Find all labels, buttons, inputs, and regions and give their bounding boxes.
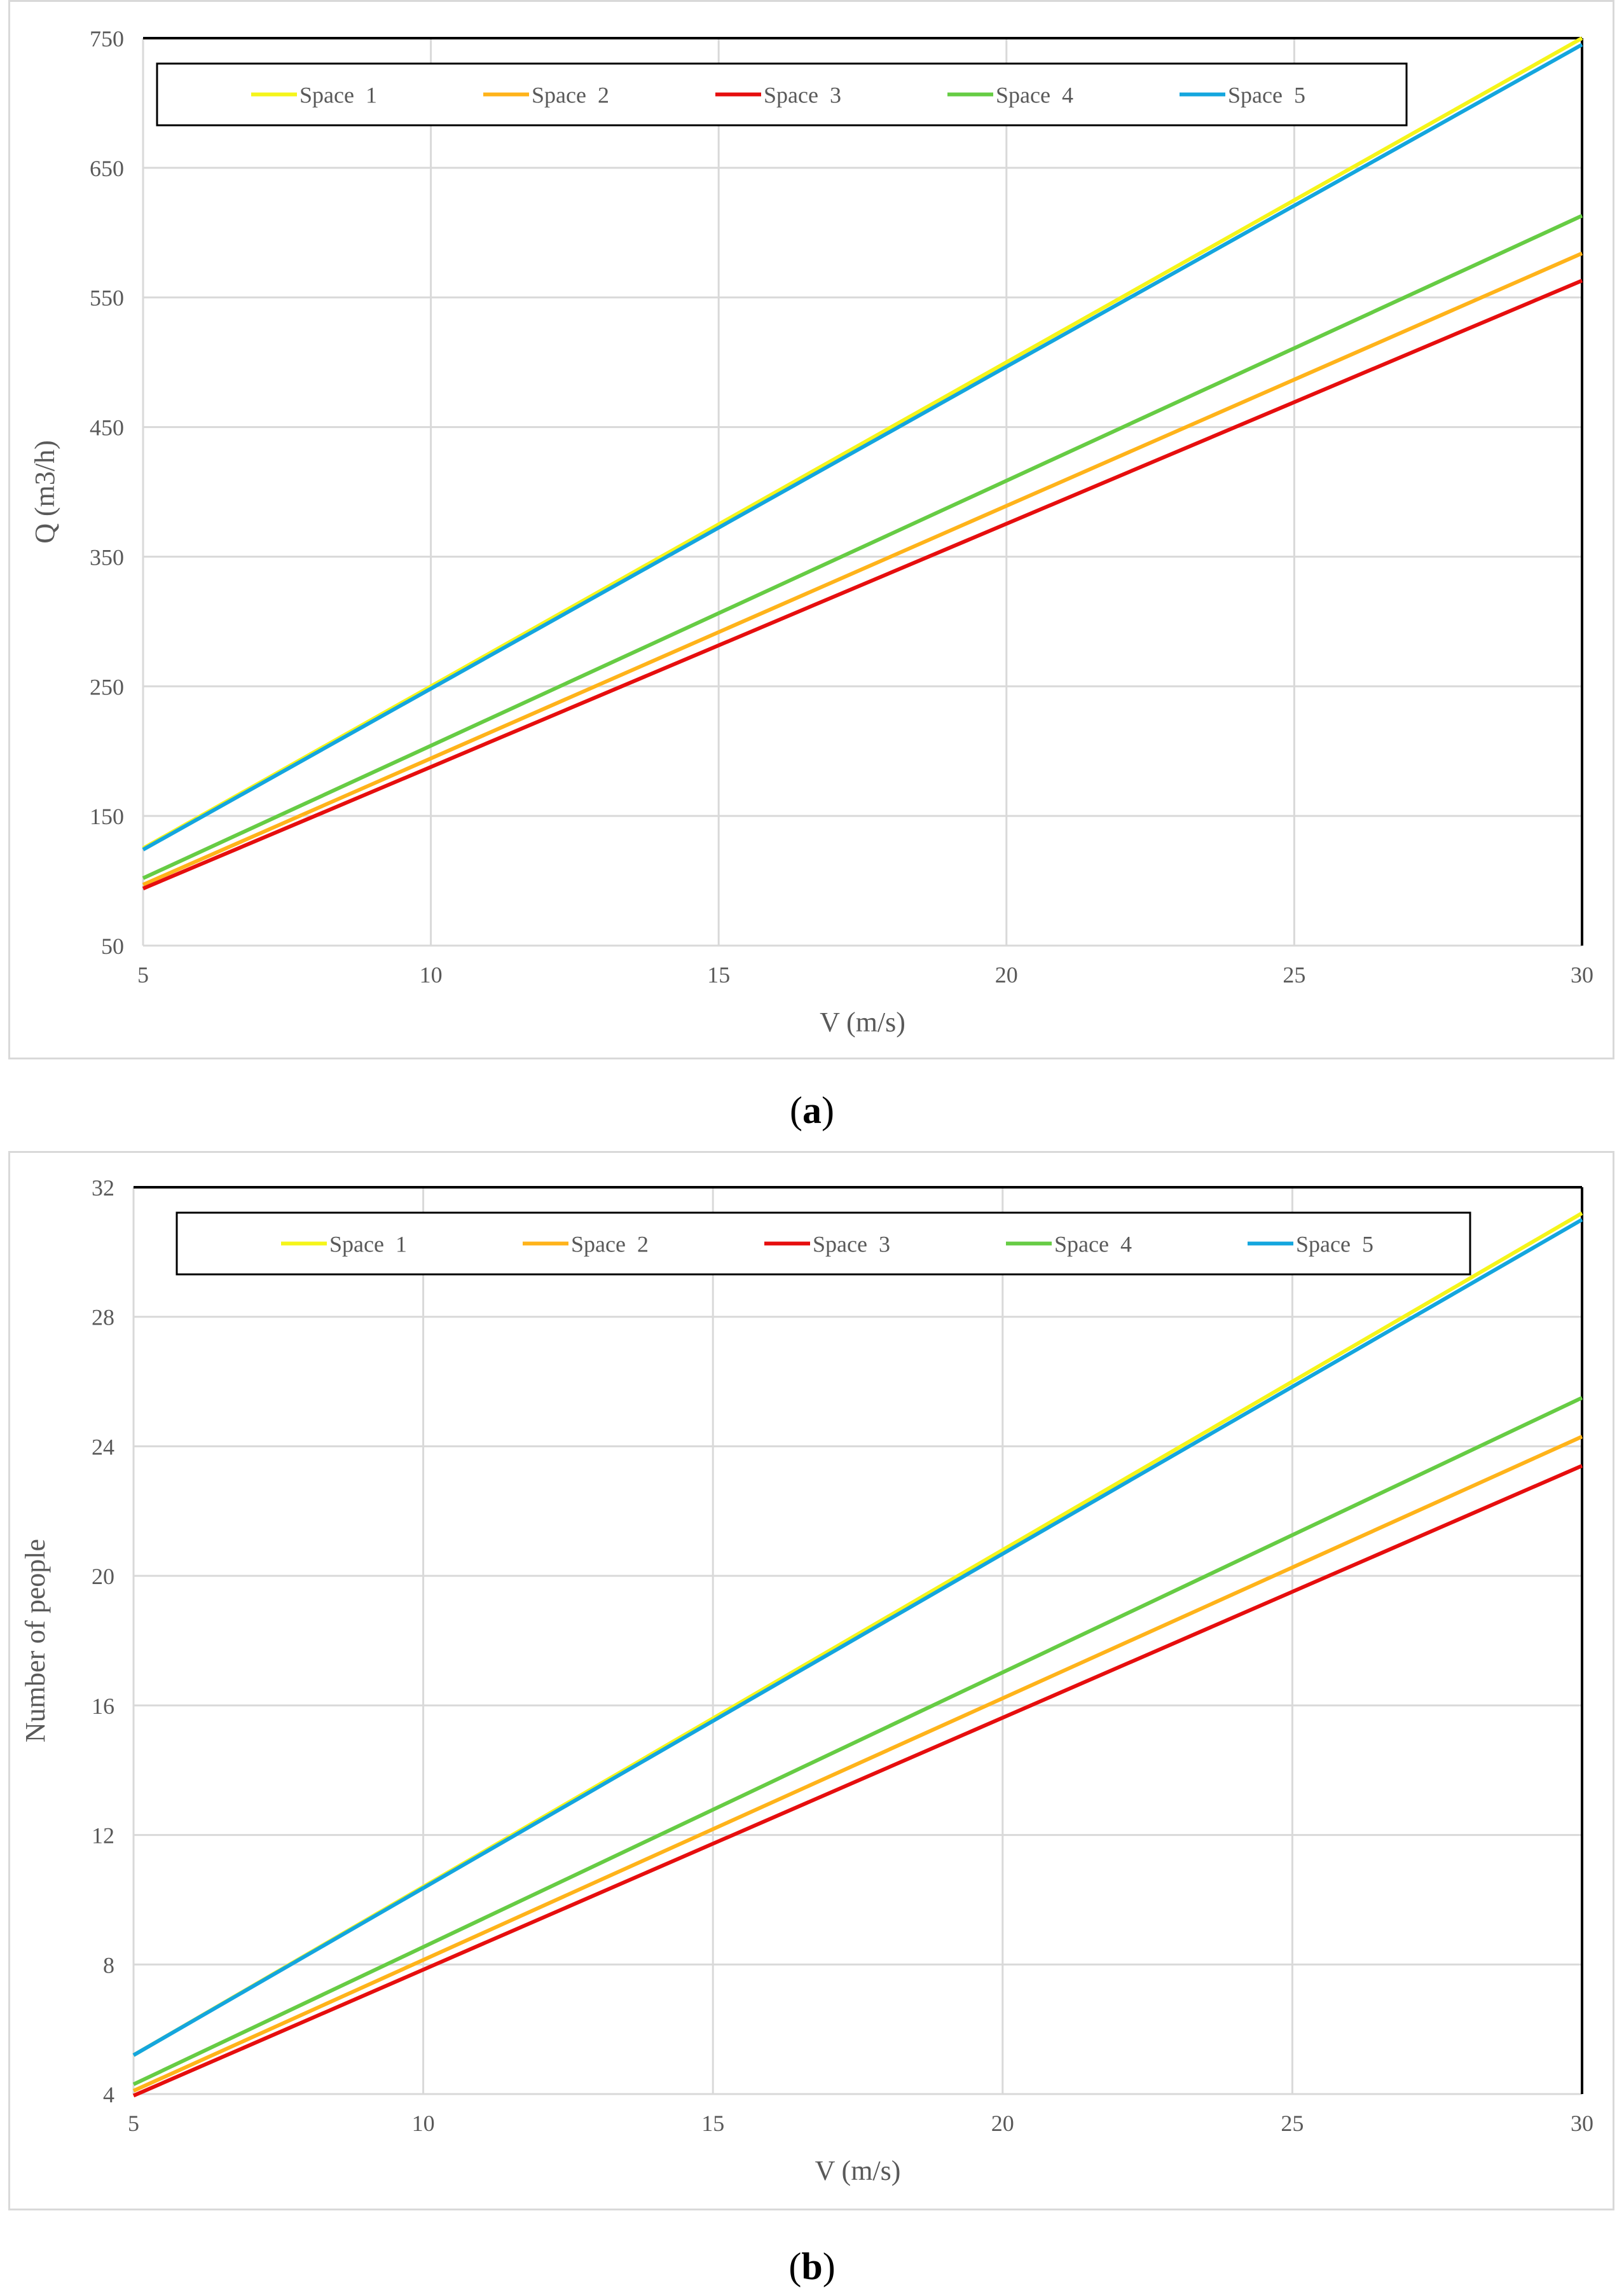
x-tick-label: 25 bbox=[1281, 2111, 1304, 2136]
y-tick-label: 16 bbox=[92, 1693, 114, 1719]
caption-a: (a) bbox=[790, 1089, 834, 1131]
series-line-space-5 bbox=[132, 1218, 1583, 2057]
x-tick-label: 20 bbox=[991, 2111, 1014, 2136]
legend-label-space-2: Space 2 bbox=[571, 1232, 649, 1257]
series-line-space-3 bbox=[142, 279, 1583, 891]
x-axis-label: V (m/s) bbox=[820, 1007, 905, 1038]
legend-label-space-4: Space 4 bbox=[1054, 1232, 1132, 1257]
x-tick-label: 5 bbox=[137, 962, 149, 988]
legend-label-space-5: Space 5 bbox=[1228, 83, 1305, 108]
x-tick-label: 5 bbox=[128, 2111, 139, 2136]
caption-a-letter: a bbox=[802, 1089, 822, 1131]
y-tick-label: 28 bbox=[92, 1305, 114, 1330]
y-tick-label: 4 bbox=[103, 2082, 114, 2107]
x-tick-label: 10 bbox=[420, 962, 443, 988]
legend-label-space-4: Space 4 bbox=[996, 83, 1073, 108]
x-tick-label: 30 bbox=[1571, 2111, 1593, 2136]
chart-panel-a: 5 10 15 20 25 30 50 150 250 350 450 550 650 750 V (m/s… bbox=[8, 0, 1614, 1059]
legend-label-space-5: Space 5 bbox=[1296, 1232, 1373, 1257]
y-axis-label: Q (m3/h) bbox=[29, 440, 60, 544]
y-tick-label: 8 bbox=[103, 1952, 114, 1978]
x-tick-label: 15 bbox=[701, 2111, 724, 2136]
series-line-space-5 bbox=[142, 43, 1583, 851]
series-line-space-2 bbox=[132, 1435, 1583, 2093]
legend-label-space-3: Space 3 bbox=[764, 83, 841, 108]
y-tick-label: 750 bbox=[90, 26, 124, 52]
y-tick-label: 550 bbox=[90, 286, 124, 311]
y-tick-label: 450 bbox=[90, 415, 124, 441]
caption-b-letter: b bbox=[801, 2245, 823, 2287]
y-tick-label: 150 bbox=[90, 804, 124, 829]
x-tick-label: 15 bbox=[707, 962, 730, 988]
series-line-space-3 bbox=[132, 1464, 1583, 2098]
chart-panel-b: 5 10 15 20 25 30 4 8 12 16 20 24 28 32 V (m/s) Number o… bbox=[8, 1151, 1614, 2210]
y-tick-label: 50 bbox=[101, 934, 124, 959]
caption-b: (b) bbox=[788, 2245, 836, 2287]
x-tick-label: 30 bbox=[1571, 962, 1593, 988]
x-tick-label: 20 bbox=[995, 962, 1018, 988]
y-tick-label: 650 bbox=[90, 156, 124, 181]
legend-label-space-1: Space 1 bbox=[329, 1232, 407, 1257]
y-axis-label: Number of people bbox=[20, 1539, 51, 1742]
y-tick-label: 350 bbox=[90, 544, 124, 570]
x-tick-label: 10 bbox=[412, 2111, 435, 2136]
y-tick-label: 250 bbox=[90, 674, 124, 700]
x-tick-label: 25 bbox=[1283, 962, 1305, 988]
y-tick-label: 24 bbox=[92, 1434, 114, 1459]
chart-b: 5 10 15 20 25 30 4 8 12 16 20 24 28 32 V (m/s) Number o… bbox=[20, 1175, 1593, 2186]
chart-a: 5 10 15 20 25 30 50 150 250 350 450 550 650 750 V (m/s… bbox=[29, 26, 1593, 1038]
y-tick-label: 20 bbox=[92, 1564, 114, 1589]
series-line-space-4 bbox=[132, 1396, 1583, 2086]
y-tick-label: 32 bbox=[92, 1175, 114, 1201]
y-tick-label: 12 bbox=[92, 1823, 114, 1849]
legend-label-space-1: Space 1 bbox=[299, 83, 377, 108]
legend-label-space-2: Space 2 bbox=[532, 83, 609, 108]
x-axis-label: V (m/s) bbox=[815, 2155, 901, 2186]
series-line-space-4 bbox=[142, 214, 1583, 880]
series-line-space-2 bbox=[142, 251, 1583, 886]
legend-label-space-3: Space 3 bbox=[813, 1232, 890, 1257]
